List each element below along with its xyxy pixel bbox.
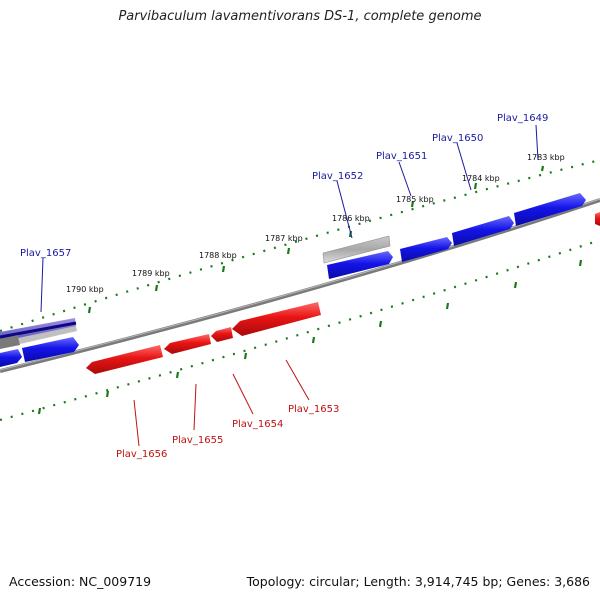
leader-plav-1651: [398, 161, 412, 197]
leader-plav-1655: [193, 383, 197, 431]
leader-plav-1657: [40, 257, 44, 313]
leader-plav-1654: [232, 373, 254, 415]
gene-label-plav-1652: Plav_1652: [312, 171, 363, 182]
leader-plav-1652: [336, 180, 353, 239]
gene-label-plav-1650: Plav_1650: [432, 133, 483, 144]
accession-text: Accession: NC_009719: [9, 574, 152, 589]
tick-1789: [154, 284, 159, 292]
genome-summary-text: Topology: circular; Length: 3,914,745 bp…: [246, 574, 590, 589]
kbp-label: 1787 kbp: [265, 234, 303, 243]
leader-plav-1656: [133, 399, 140, 447]
reverse-strand-features: [86, 302, 321, 374]
tick: [513, 281, 518, 289]
leader-plav-1650: [456, 142, 472, 191]
gene-partial-right: [595, 212, 600, 226]
genome-backbone: [0, 198, 600, 373]
tick-1785: [410, 200, 415, 208]
gene-label-plav-1657: Plav_1657: [20, 248, 71, 259]
gene-plav-1653[interactable]: [232, 302, 321, 336]
kbp-labels: 1783 kbp 1784 kbp 1785 kbp 1786 kbp 1787…: [66, 153, 565, 294]
gene-label-plav-1651: Plav_1651: [376, 151, 427, 162]
tick: [311, 336, 316, 344]
gene-partial-left: [0, 349, 22, 367]
tick: [175, 371, 180, 379]
tick: [578, 259, 583, 267]
feature-purple-core: [0, 321, 77, 339]
kbp-label: 1790 kbp: [66, 285, 104, 294]
leader-plav-1649: [535, 124, 539, 161]
leader-plav-1653: [285, 359, 310, 401]
kbp-label: 1785 kbp: [396, 195, 434, 204]
tick: [445, 302, 450, 310]
gene-plav-1650[interactable]: [452, 216, 514, 246]
tick-1787: [286, 247, 291, 255]
gene-label-plav-1649: Plav_1649: [497, 113, 548, 124]
tick-1784: [473, 182, 478, 190]
forward-strand-features: [0, 193, 600, 367]
gene-plav-1649[interactable]: [514, 193, 586, 226]
backbone-highlight: [0, 198, 600, 371]
kbp-label: 1786 kbp: [332, 214, 370, 223]
gene-labels: Plav_1649 Plav_1650 Plav_1651 Plav_1652 …: [20, 113, 548, 460]
gene-label-plav-1656: Plav_1656: [116, 449, 167, 460]
label-leaders: [40, 124, 539, 447]
gene-plav-1657[interactable]: [22, 337, 79, 362]
gene-plav-1651[interactable]: [400, 237, 452, 262]
tick-1788: [221, 265, 226, 273]
tick-1783: [540, 165, 545, 172]
gene-plav-1655[interactable]: [164, 334, 211, 354]
feature-grey-left: [0, 335, 20, 349]
feature-grey: [322, 235, 391, 264]
kbp-label: 1788 kbp: [199, 251, 237, 260]
tick: [378, 320, 383, 328]
feature-grey-left-2: [18, 326, 77, 344]
gene-plav-1654[interactable]: [211, 327, 233, 342]
kbp-label: 1784 kbp: [462, 174, 500, 183]
map-title: Parvibaculum lavamentivorans DS-1, compl…: [118, 9, 482, 24]
gene-label-plav-1653: Plav_1653: [288, 404, 339, 415]
tick-1790: [87, 306, 92, 314]
kbp-label: 1783 kbp: [527, 153, 565, 162]
gene-plav-1652[interactable]: [327, 251, 393, 279]
inner-tick-track: [0, 238, 600, 422]
gene-label-plav-1655: Plav_1655: [172, 435, 223, 446]
inner-major-ticks: [37, 259, 583, 415]
outer-tick-track: [0, 158, 600, 333]
gene-label-plav-1654: Plav_1654: [232, 419, 283, 430]
tick: [105, 390, 110, 398]
kbp-label: 1789 kbp: [132, 269, 170, 278]
gene-plav-1656[interactable]: [86, 345, 163, 374]
tick: [37, 407, 42, 415]
tick: [243, 352, 248, 360]
